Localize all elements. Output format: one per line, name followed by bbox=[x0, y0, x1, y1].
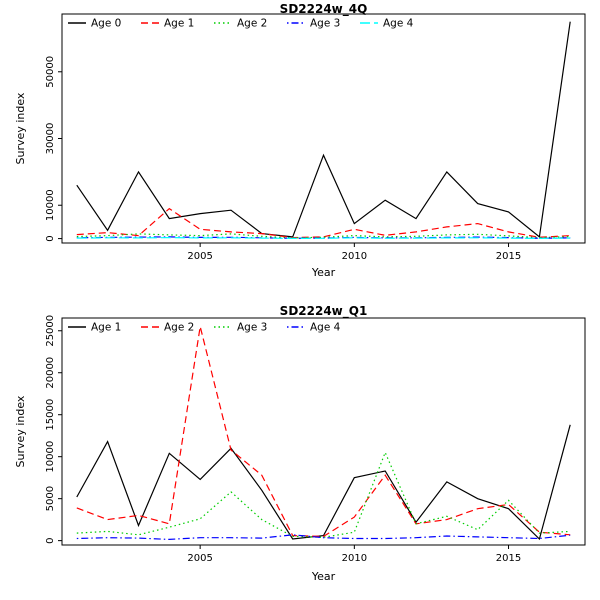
legend-label: Age 0 bbox=[91, 18, 121, 30]
legend-label: Age 2 bbox=[164, 322, 194, 334]
y-tick-label: 50000 bbox=[45, 56, 56, 88]
x-axis-label: Year bbox=[311, 570, 336, 583]
series-line-age-0 bbox=[76, 21, 571, 239]
legend-label: Age 4 bbox=[383, 18, 414, 30]
legend-label: Age 1 bbox=[91, 322, 121, 334]
y-axis-label: Survey index bbox=[14, 395, 27, 468]
y-tick-label: 5000 bbox=[45, 486, 56, 511]
x-tick-label: 2015 bbox=[496, 553, 521, 564]
y-tick-label: 25000 bbox=[45, 315, 56, 347]
series-line-age-2 bbox=[76, 326, 571, 538]
plot-area-4q: 2005 2010 2015 0 10000 30000 50000 Age 0 Age 1 Ag… bbox=[45, 13, 586, 262]
y-tick-label: 10000 bbox=[45, 441, 56, 473]
x-tick-label: 2005 bbox=[187, 553, 212, 564]
plot-area-q1: 2005 2010 2015 0 5000 10000 15000 20000 25000 Age… bbox=[45, 315, 586, 564]
series-line-age-4 bbox=[76, 534, 571, 541]
legend-label: Age 4 bbox=[310, 322, 341, 334]
y-tick-label: 0 bbox=[45, 235, 56, 241]
plot-box bbox=[61, 13, 586, 244]
series-line-age-2 bbox=[76, 233, 571, 239]
y-tick-label: 10000 bbox=[45, 189, 56, 221]
y-tick-label: 20000 bbox=[45, 357, 56, 389]
legend-label: Age 1 bbox=[164, 18, 194, 30]
x-tick-label: 2005 bbox=[187, 251, 212, 262]
series-line-age-3 bbox=[76, 450, 571, 538]
x-tick-label: 2015 bbox=[496, 251, 521, 262]
legend-label: Age 3 bbox=[310, 18, 340, 30]
series-line-age-1 bbox=[76, 207, 571, 239]
legend-label: Age 3 bbox=[237, 322, 267, 334]
series-line-age-4 bbox=[76, 236, 571, 240]
plot-box bbox=[61, 317, 586, 546]
chart-sd2224w-q1: 2005 2010 2015 0 5000 10000 15000 20000 25000 Age… bbox=[0, 300, 600, 600]
chart-title: SD2224w_Q1 bbox=[279, 304, 368, 318]
x-tick-label: 2010 bbox=[342, 553, 367, 564]
y-axis-label: Survey index bbox=[14, 92, 27, 165]
y-tick-label: 15000 bbox=[45, 399, 56, 431]
legend-label: Age 2 bbox=[237, 18, 267, 30]
chart-sd2224w-4q: 2005 2010 2015 0 10000 30000 50000 Age 0 Age 1 Ag… bbox=[14, 2, 586, 279]
y-tick-label: 0 bbox=[45, 537, 56, 543]
chart-title: SD2224w_4Q bbox=[279, 2, 368, 16]
x-axis-label: Year bbox=[311, 266, 336, 279]
series-line-age-1 bbox=[76, 424, 571, 541]
y-tick-label: 30000 bbox=[45, 123, 56, 155]
x-tick-label: 2010 bbox=[342, 251, 367, 262]
